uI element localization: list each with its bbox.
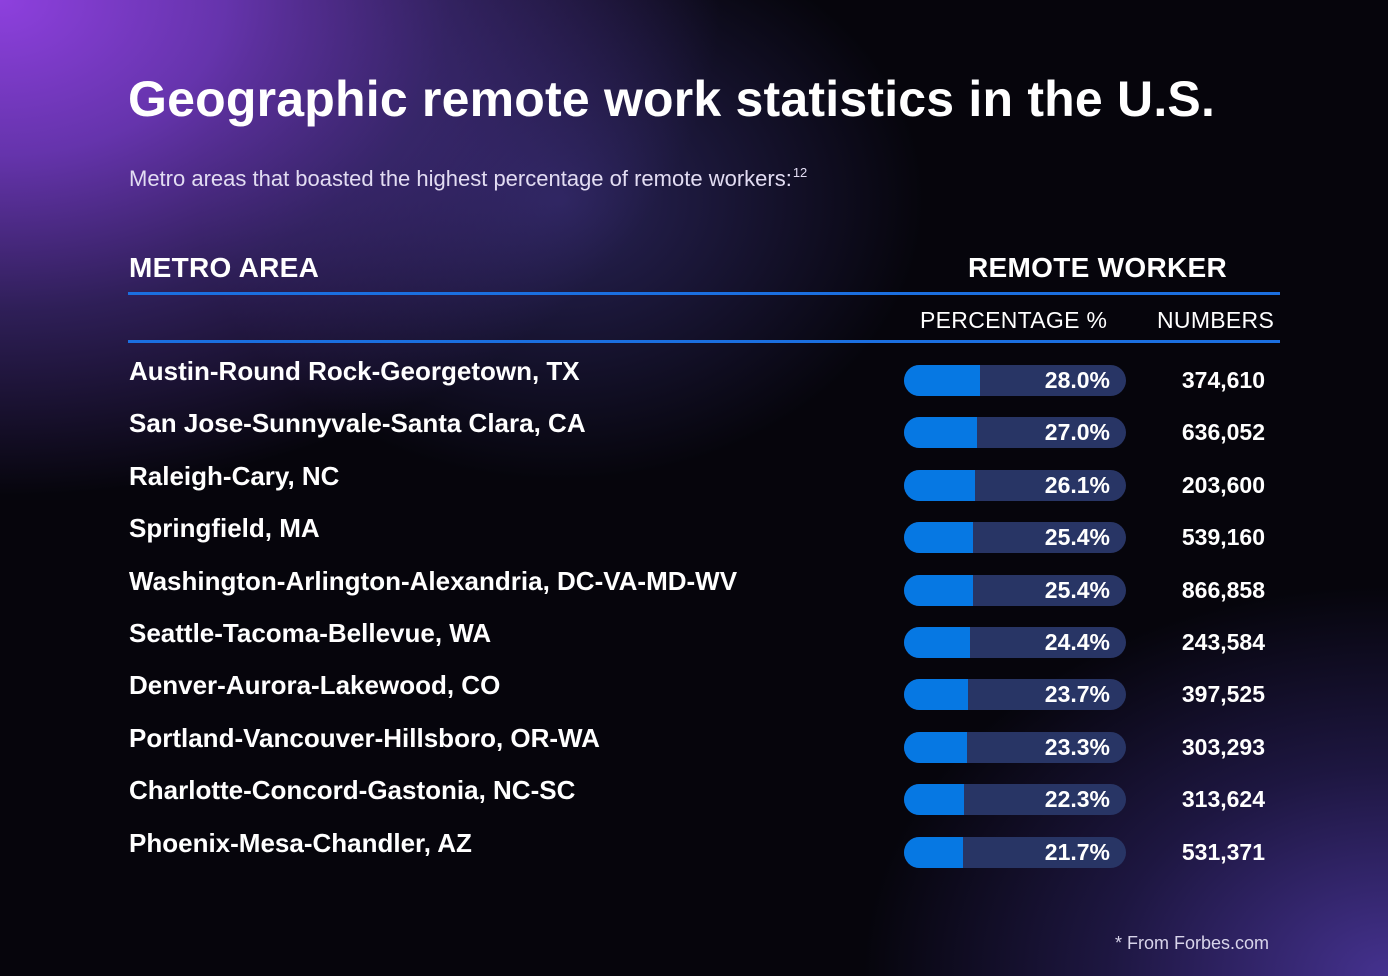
metro-label: Phoenix-Mesa-Chandler, AZ	[129, 827, 472, 858]
bar-fill	[904, 469, 975, 501]
worker-count: 203,600	[1181, 471, 1265, 498]
percent-label: 27.0%	[1044, 419, 1110, 446]
bar-track: 24.4%	[904, 627, 1126, 658]
metro-label: Charlotte-Concord-Gastonia, NC-SC	[129, 775, 576, 806]
bar-fill	[904, 731, 968, 763]
bar-fill	[904, 784, 965, 816]
percent-label: 21.7%	[1044, 838, 1110, 865]
metro-label: Austin-Round Rock-Georgetown, TX	[129, 356, 580, 386]
bar-track: 25.4%	[904, 574, 1126, 606]
bar-track: 23.3%	[904, 731, 1126, 763]
metro-label: Springfield, MA	[129, 513, 320, 544]
percent-label: 22.3%	[1044, 786, 1110, 813]
percent-label: 28.0%	[1044, 367, 1110, 393]
subtitle-text: Metro areas that boasted the highest per…	[129, 166, 792, 191]
header-numbers: NUMBERS	[1157, 307, 1275, 333]
percent-label: 25.4%	[1044, 576, 1110, 603]
metro-label: Seattle-Tacoma-Bellevue, WA	[129, 618, 492, 648]
worker-count: 531,371	[1181, 838, 1265, 865]
bar-fill	[904, 417, 978, 449]
metro-label: Denver-Aurora-Lakewood, CO	[129, 670, 501, 701]
metro-label: San Jose-Sunnyvale-Santa Clara, CA	[129, 408, 586, 439]
percent-label: 23.7%	[1044, 681, 1110, 708]
bar-track: 27.0%	[904, 417, 1126, 449]
bar-track: 21.7%	[904, 836, 1126, 868]
bar-track: 22.3%	[904, 784, 1126, 816]
worker-count: 397,525	[1181, 681, 1265, 708]
worker-count: 539,160	[1181, 524, 1265, 551]
worker-count: 374,610	[1181, 367, 1265, 393]
header-rule-top	[128, 292, 1280, 295]
bar-track: 23.7%	[904, 679, 1126, 711]
worker-count: 636,052	[1181, 419, 1265, 446]
chart-subtitle: Metro areas that boasted the highest per…	[129, 165, 807, 192]
percent-label: 25.4%	[1044, 524, 1110, 551]
metro-label: Portland-Vancouver-Hillsboro, OR-WA	[129, 722, 600, 753]
worker-count: 866,858	[1181, 576, 1265, 603]
bar-fill	[904, 679, 969, 711]
bar-fill	[904, 574, 973, 606]
worker-count: 313,624	[1181, 786, 1265, 813]
worker-count: 303,293	[1181, 733, 1265, 760]
subtitle-footnote-ref: 12	[792, 165, 808, 180]
chart-title: Geographic remote work statistics in the…	[128, 71, 1216, 127]
bar-fill	[904, 627, 971, 658]
header-rule-bottom	[128, 340, 1280, 343]
header-percentage: PERCENTAGE %	[920, 307, 1108, 333]
header-metro-area: METRO AREA	[129, 252, 320, 283]
percent-label: 24.4%	[1044, 629, 1110, 655]
metro-label: Raleigh-Cary, NC	[129, 460, 340, 491]
percent-label: 26.1%	[1044, 471, 1110, 498]
bar-track: 25.4%	[904, 522, 1126, 554]
bar-track: 26.1%	[904, 469, 1126, 501]
percent-label: 23.3%	[1044, 733, 1110, 760]
bar-fill	[904, 365, 980, 396]
source-note: * From Forbes.com	[1114, 933, 1269, 953]
worker-count: 243,584	[1181, 629, 1265, 655]
bar-track: 28.0%	[904, 365, 1126, 396]
bar-fill	[904, 522, 973, 554]
bar-fill	[904, 836, 963, 868]
header-remote-worker: REMOTE WORKER	[968, 252, 1228, 283]
metro-label: Washington-Arlington-Alexandria, DC-VA-M…	[129, 565, 738, 596]
